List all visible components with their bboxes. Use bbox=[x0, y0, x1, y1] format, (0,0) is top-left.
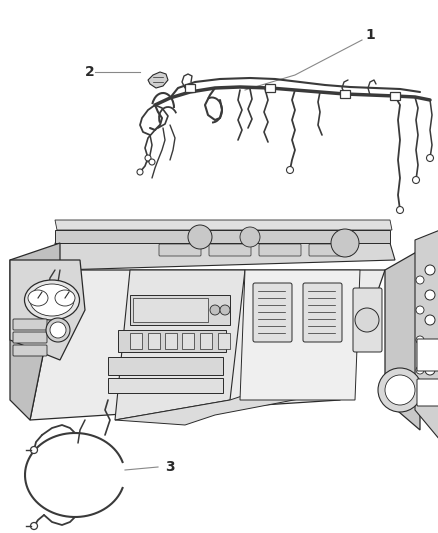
Circle shape bbox=[416, 366, 424, 374]
FancyBboxPatch shape bbox=[259, 244, 301, 256]
Bar bbox=[130, 295, 230, 325]
Bar bbox=[185, 84, 195, 92]
Ellipse shape bbox=[28, 290, 48, 306]
Circle shape bbox=[31, 447, 38, 454]
Bar bbox=[182, 333, 194, 349]
Circle shape bbox=[50, 322, 66, 338]
Bar bbox=[200, 333, 212, 349]
Bar bbox=[108, 357, 223, 375]
Text: 2: 2 bbox=[85, 65, 95, 79]
Polygon shape bbox=[10, 243, 60, 420]
FancyBboxPatch shape bbox=[13, 332, 47, 343]
Circle shape bbox=[427, 155, 434, 161]
Circle shape bbox=[31, 522, 38, 529]
FancyBboxPatch shape bbox=[13, 319, 47, 330]
FancyBboxPatch shape bbox=[417, 379, 438, 406]
Polygon shape bbox=[10, 260, 85, 360]
Polygon shape bbox=[115, 380, 335, 425]
Polygon shape bbox=[30, 270, 385, 420]
Circle shape bbox=[149, 159, 155, 165]
Text: 1: 1 bbox=[365, 28, 375, 42]
Polygon shape bbox=[415, 230, 438, 440]
Circle shape bbox=[210, 305, 220, 315]
Bar bbox=[265, 84, 275, 92]
FancyBboxPatch shape bbox=[303, 283, 342, 342]
Circle shape bbox=[331, 229, 359, 257]
Circle shape bbox=[425, 390, 435, 400]
Circle shape bbox=[425, 365, 435, 375]
Text: 3: 3 bbox=[165, 460, 175, 474]
Polygon shape bbox=[385, 250, 420, 430]
Bar bbox=[118, 330, 226, 352]
Polygon shape bbox=[240, 270, 360, 400]
Circle shape bbox=[416, 396, 424, 404]
Bar bbox=[133, 298, 208, 322]
FancyBboxPatch shape bbox=[309, 244, 351, 256]
Bar bbox=[148, 333, 160, 349]
Ellipse shape bbox=[25, 280, 80, 320]
Circle shape bbox=[416, 336, 424, 344]
FancyBboxPatch shape bbox=[159, 244, 201, 256]
Circle shape bbox=[378, 368, 422, 412]
Bar bbox=[218, 333, 230, 349]
FancyBboxPatch shape bbox=[209, 244, 251, 256]
Bar bbox=[130, 333, 142, 349]
Polygon shape bbox=[55, 230, 390, 243]
Circle shape bbox=[46, 318, 70, 342]
Circle shape bbox=[385, 375, 415, 405]
Circle shape bbox=[425, 340, 435, 350]
FancyBboxPatch shape bbox=[417, 339, 438, 371]
Bar bbox=[340, 90, 350, 98]
Bar bbox=[108, 378, 223, 393]
Circle shape bbox=[425, 265, 435, 275]
Circle shape bbox=[137, 169, 143, 175]
Bar bbox=[390, 92, 400, 100]
Circle shape bbox=[188, 225, 212, 249]
Polygon shape bbox=[55, 243, 395, 270]
Circle shape bbox=[425, 315, 435, 325]
Bar bbox=[165, 333, 177, 349]
FancyBboxPatch shape bbox=[353, 288, 382, 352]
Circle shape bbox=[413, 176, 420, 183]
Ellipse shape bbox=[30, 284, 74, 316]
Circle shape bbox=[425, 290, 435, 300]
Circle shape bbox=[240, 227, 260, 247]
Circle shape bbox=[416, 306, 424, 314]
Circle shape bbox=[396, 206, 403, 214]
Circle shape bbox=[145, 155, 151, 161]
FancyBboxPatch shape bbox=[13, 345, 47, 356]
Polygon shape bbox=[148, 72, 168, 88]
Circle shape bbox=[416, 276, 424, 284]
Circle shape bbox=[355, 308, 379, 332]
Circle shape bbox=[286, 166, 293, 174]
FancyBboxPatch shape bbox=[253, 283, 292, 342]
Ellipse shape bbox=[55, 290, 75, 306]
Polygon shape bbox=[115, 270, 245, 420]
Polygon shape bbox=[55, 220, 392, 230]
Circle shape bbox=[220, 305, 230, 315]
